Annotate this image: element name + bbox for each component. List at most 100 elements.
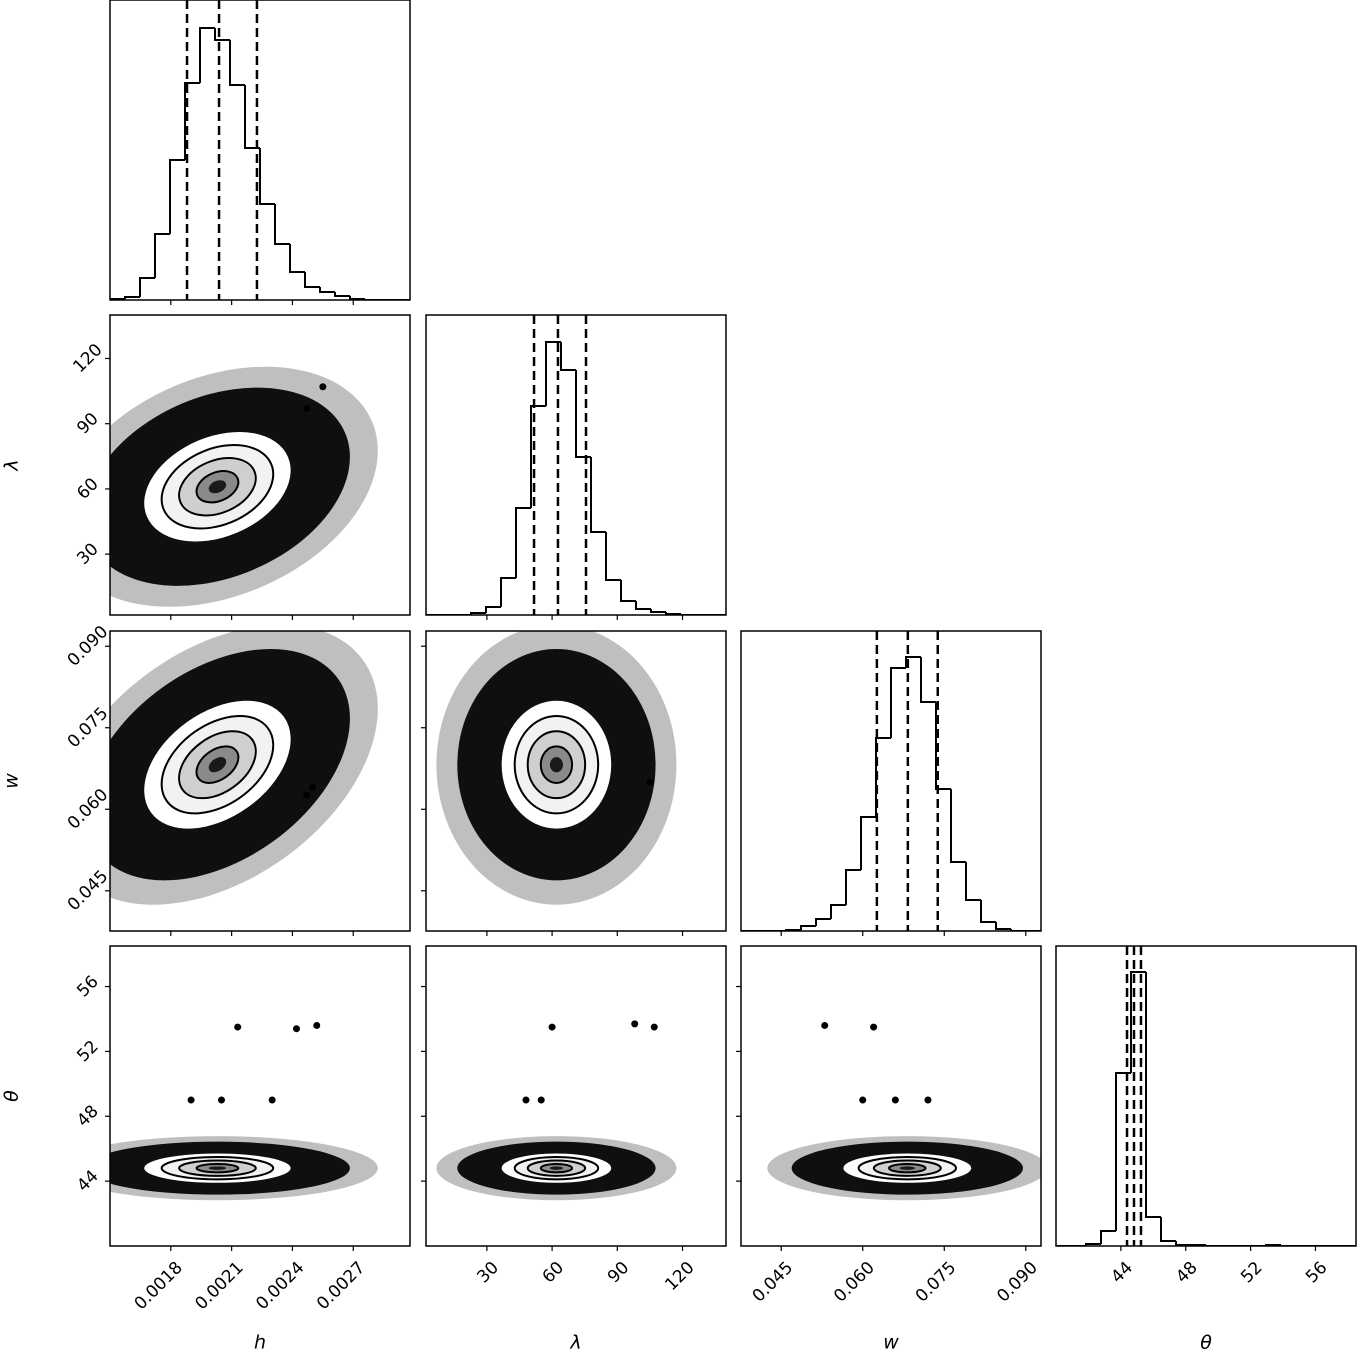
sample-clump [821, 1021, 829, 1029]
sample-clump [303, 791, 311, 799]
sample-clump [924, 1096, 932, 1104]
x-axis-label: θ [1200, 1332, 1212, 1352]
histogram-bin [830, 904, 846, 919]
density-contour [208, 757, 227, 773]
sample-clump [522, 1096, 530, 1104]
histogram-bin [1175, 1241, 1191, 1246]
sample-clump [891, 1096, 899, 1104]
histogram-bin [515, 507, 531, 578]
sample-clump [537, 1096, 545, 1104]
sample-clump [313, 1021, 321, 1029]
histogram-bin [875, 737, 891, 817]
histogram-bin [259, 148, 275, 205]
x-tick-label: 52 [1237, 1258, 1266, 1287]
panel-content [436, 1020, 677, 1201]
histogram-bin [575, 370, 591, 458]
density-contour [208, 480, 227, 494]
sample-clump [859, 1096, 867, 1104]
panel-frame [425, 630, 727, 932]
histogram-bin [905, 656, 921, 668]
sample-clump [548, 1023, 556, 1031]
x-tick-label: 90 [604, 1258, 633, 1287]
sample-clump [292, 1025, 300, 1033]
panel [740, 630, 1042, 936]
panel [425, 314, 727, 620]
x-tick-label: 0.060 [830, 1258, 879, 1307]
x-tick-label: 0.045 [749, 1258, 798, 1307]
sample-clump [631, 1020, 639, 1028]
sample-clump [870, 1023, 878, 1031]
panel: 0.0018 0.0021 0.0024 0.0027 44 48 52 56 [73, 945, 411, 1314]
panel-content [110, 366, 378, 607]
histogram-bin [935, 702, 951, 790]
panel-frame [109, 0, 411, 301]
sample-clump [646, 778, 654, 786]
histogram-bin [229, 40, 245, 86]
y-tick-label: 120 [69, 340, 106, 377]
histogram-bin [815, 918, 831, 926]
y-tick-label: 60 [73, 474, 102, 503]
histogram-bin [199, 27, 215, 83]
histogram-bin [500, 577, 516, 607]
y-axis-label: θ [1, 1090, 23, 1102]
x-tick-label: 30 [473, 1258, 502, 1287]
histogram-bin [950, 789, 966, 863]
panel [109, 0, 411, 305]
sample-clump [309, 784, 317, 792]
panel: 30 60 90 120 [69, 314, 411, 620]
histogram-bin [800, 925, 816, 930]
histogram-bin [139, 277, 155, 297]
y-tick-label: 0.060 [64, 785, 113, 834]
panel-frame [425, 945, 727, 1247]
y-tick-label: 90 [73, 409, 102, 438]
x-tick-label: 120 [661, 1258, 698, 1295]
histogram-bin [1115, 1072, 1131, 1231]
y-tick-label: 30 [73, 539, 102, 568]
panel-content [426, 315, 726, 615]
y-tick-label: 44 [73, 1166, 102, 1195]
histogram-bin [590, 457, 606, 533]
x-tick-label: 0.075 [912, 1258, 961, 1307]
x-tick-label: 0.0024 [252, 1258, 308, 1314]
density-contour [549, 1166, 563, 1170]
histogram-bin [1100, 1230, 1116, 1244]
histogram-bin [920, 657, 936, 703]
x-axis-label: w [883, 1332, 899, 1352]
y-axis-label: λ [1, 459, 23, 471]
histogram-bin [334, 292, 350, 297]
panel-frame [109, 630, 411, 932]
panel-frame [740, 630, 1042, 932]
histogram-bin [349, 296, 365, 300]
histogram-bin [124, 296, 140, 299]
panel: 0.045 0.060 0.075 0.090 [64, 622, 411, 936]
sample-clump [187, 1096, 195, 1104]
panel-content [110, 1021, 378, 1201]
histogram-bin [184, 82, 200, 160]
panel: 44 48 52 56 [1055, 945, 1357, 1287]
y-tick-label: 0.045 [64, 867, 113, 916]
y-tick-label: 52 [73, 1037, 102, 1066]
histogram-bin [980, 900, 996, 923]
histogram-bin [1010, 929, 1026, 931]
histogram-bin [995, 922, 1011, 930]
x-tick-label: 0.090 [993, 1258, 1042, 1307]
x-tick-label: 56 [1302, 1258, 1331, 1287]
histogram-bin [530, 405, 546, 508]
histogram-bin [110, 298, 125, 300]
panel: 30 60 90 120 [421, 945, 727, 1295]
panel-frame [740, 945, 1042, 1247]
panel-frame [1055, 945, 1357, 1247]
sample-clump [217, 1096, 225, 1104]
histogram-bin [274, 204, 290, 245]
x-axis-label: λ [569, 1332, 581, 1352]
x-tick-label: 0.0027 [313, 1258, 369, 1314]
y-axis-label: w [1, 773, 23, 789]
histogram-bin [154, 233, 170, 278]
histogram-bin [169, 159, 185, 234]
panel-content [741, 631, 1041, 931]
histogram-bin [665, 612, 681, 615]
panel: 0.045 0.060 0.075 0.090 [736, 945, 1042, 1307]
density-contour [549, 757, 563, 773]
histogram-bin [860, 816, 876, 870]
